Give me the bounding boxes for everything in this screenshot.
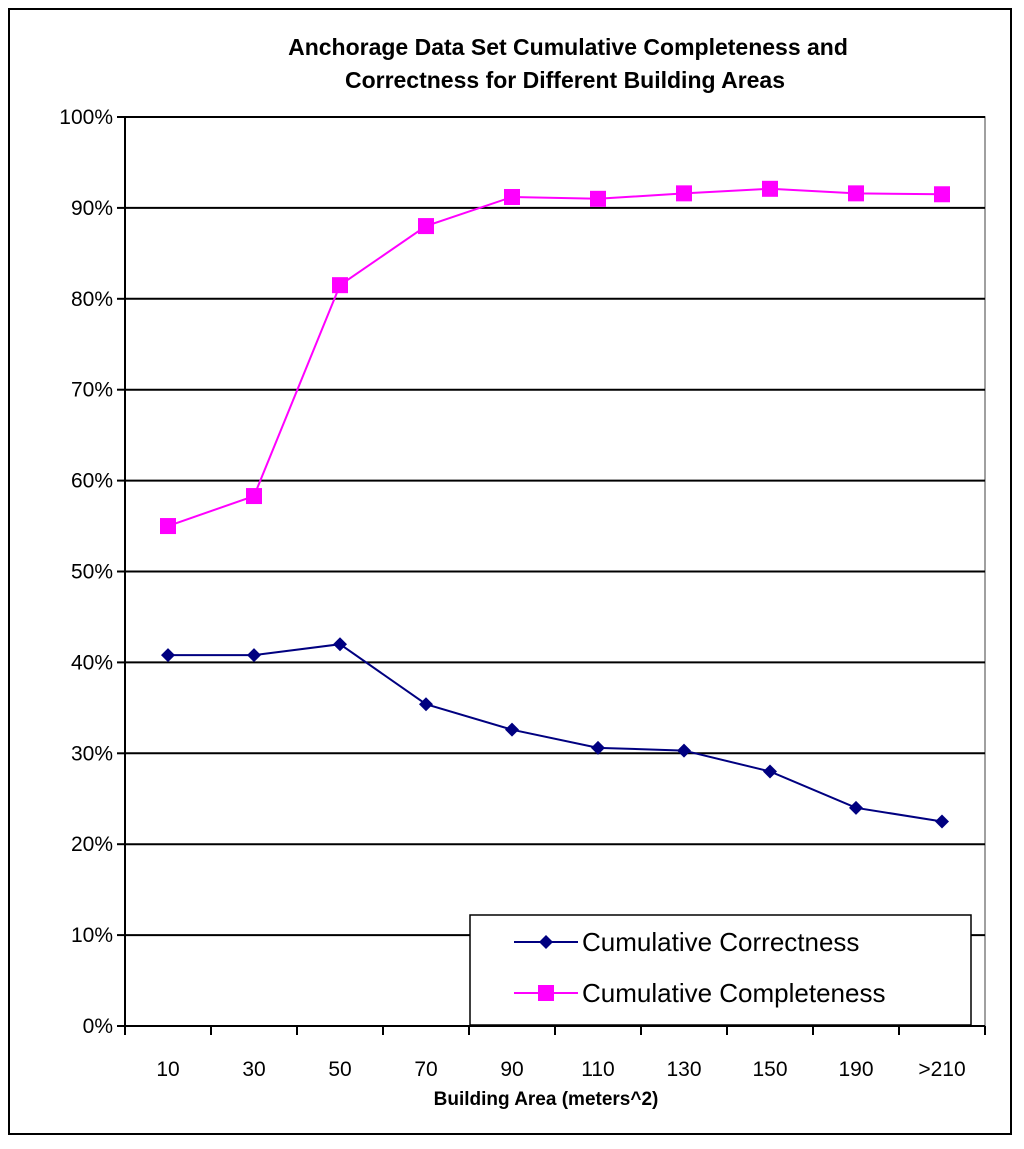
- data-point-cumulative-completeness-9: [934, 186, 950, 203]
- chart-title-line-2: Correctness for Different Building Areas: [345, 67, 785, 93]
- series-cumulative-completeness: [160, 180, 950, 535]
- y-tick-label-8: 80%: [71, 288, 113, 311]
- y-tick-label-10: 100%: [59, 106, 113, 129]
- chart-title-line-1: Anchorage Data Set Cumulative Completene…: [288, 34, 848, 60]
- series-cumulative-correctness: [161, 637, 949, 829]
- data-point-cumulative-correctness-4: [505, 722, 519, 737]
- gridlines: [125, 116, 985, 937]
- y-tick-label-9: 90%: [71, 197, 113, 220]
- legend-label-cumulative-correctness: Cumulative Correctness: [582, 927, 859, 957]
- x-tick-label-4: 90: [500, 1058, 523, 1081]
- data-point-cumulative-correctness-1: [247, 648, 261, 663]
- y-tick-label-3: 30%: [71, 742, 113, 765]
- x-tick-label-0: 10: [156, 1058, 179, 1081]
- data-point-cumulative-completeness-2: [332, 277, 348, 294]
- data-point-cumulative-correctness-3: [419, 697, 433, 712]
- series: [160, 180, 950, 829]
- y-tick-label-6: 60%: [71, 470, 113, 493]
- x-tick-label-1: 30: [242, 1058, 265, 1081]
- y-tick-label-2: 20%: [71, 833, 113, 856]
- y-tick-label-1: 10%: [71, 924, 113, 947]
- data-point-cumulative-correctness-2: [333, 637, 347, 652]
- data-point-cumulative-correctness-0: [161, 648, 175, 663]
- x-tick-label-5: 110: [581, 1058, 614, 1081]
- x-tick-label-8: 190: [838, 1058, 873, 1081]
- x-tick-label-3: 70: [414, 1058, 437, 1081]
- data-point-cumulative-completeness-4: [504, 188, 520, 205]
- legend-item-cumulative-correctness: Cumulative Correctness: [514, 927, 859, 957]
- data-point-cumulative-completeness-7: [762, 180, 778, 197]
- data-point-cumulative-completeness-8: [848, 185, 864, 202]
- legend-item-cumulative-completeness: Cumulative Completeness: [514, 978, 885, 1008]
- data-point-cumulative-correctness-8: [849, 800, 863, 815]
- y-tick-label-5: 50%: [71, 561, 113, 584]
- data-point-cumulative-correctness-5: [591, 740, 605, 755]
- y-tick-label-4: 40%: [71, 651, 113, 674]
- x-tick-label-6: 130: [666, 1058, 701, 1081]
- x-tick-label-9: >210: [918, 1058, 965, 1081]
- data-point-cumulative-completeness-5: [590, 190, 606, 207]
- y-tick-label-7: 70%: [71, 379, 113, 402]
- data-point-cumulative-completeness-1: [246, 488, 262, 505]
- data-point-cumulative-completeness-3: [418, 218, 434, 235]
- series-line-cumulative-completeness: [167, 187, 943, 527]
- legend-marker-cumulative-correctness: [539, 935, 553, 949]
- data-point-cumulative-correctness-9: [935, 814, 949, 829]
- series-line-cumulative-correctness: [168, 643, 943, 823]
- legend: Cumulative Correctness Cumulative Complet…: [469, 914, 972, 1026]
- data-point-cumulative-correctness-6: [677, 743, 691, 758]
- y-tick-label-0: 0%: [83, 1015, 113, 1038]
- x-tick-label-2: 50: [328, 1058, 351, 1081]
- x-tick-label-7: 150: [752, 1058, 787, 1081]
- x-axis-ticks: 10 30 50 70 90 110 130 150 190 >210: [124, 1026, 986, 1081]
- y-axis-ticks: 0% 10% 20% 30% 40% 50% 60% 70% 80% 90% 100%: [59, 106, 125, 1038]
- legend-marker-cumulative-completeness: [538, 985, 554, 1001]
- legend-items: Cumulative Correctness Cumulative Complet…: [514, 927, 885, 1008]
- legend-box: [469, 914, 972, 1026]
- data-point-cumulative-correctness-7: [763, 764, 777, 779]
- x-axis-label: Building Area (meters^2): [434, 1089, 659, 1110]
- data-point-cumulative-completeness-6: [676, 185, 692, 202]
- data-point-cumulative-completeness-0: [160, 518, 176, 535]
- legend-label-cumulative-completeness: Cumulative Completeness: [582, 978, 885, 1008]
- chart-title: Anchorage Data Set Cumulative Completene…: [288, 34, 848, 93]
